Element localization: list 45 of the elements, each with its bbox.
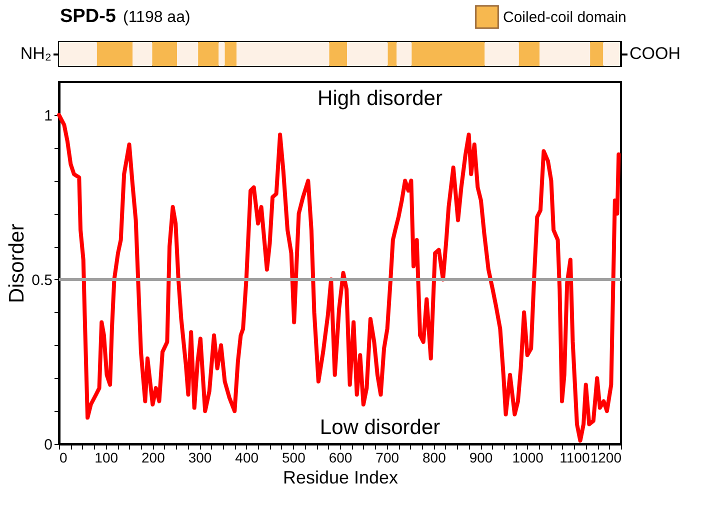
x-tick-label: 0 <box>60 450 68 466</box>
bar <box>388 42 397 66</box>
x-tick-label: 100 <box>94 450 118 466</box>
bar <box>198 42 219 66</box>
bar <box>177 42 198 66</box>
bar <box>347 42 388 66</box>
x-tick-label: 1100 <box>560 450 590 466</box>
bar <box>236 42 330 66</box>
x-tick-label: 200 <box>141 450 166 466</box>
y-tick-label: 1 <box>44 107 52 124</box>
bar <box>396 42 412 66</box>
y-tick-label: 0 <box>44 436 52 454</box>
x-tick-label: 900 <box>469 450 493 466</box>
x-tick-label: 500 <box>282 450 306 466</box>
chart-subtitle: (1198 aa) <box>123 9 190 26</box>
x-tick-label: 1200 <box>590 450 622 466</box>
bar <box>590 42 604 66</box>
line-series <box>57 112 621 443</box>
x-tick-label: 700 <box>376 450 400 466</box>
x-tick-label: 400 <box>235 450 259 466</box>
y-axis-title: Disorder <box>6 224 29 304</box>
bar <box>218 42 225 66</box>
x-tick-label: 1000 <box>512 450 544 466</box>
x-tick-label: 600 <box>328 450 352 466</box>
bar <box>484 42 519 66</box>
x-tick-label: 800 <box>422 450 446 466</box>
bar <box>603 42 620 66</box>
bar <box>132 42 152 66</box>
annotation: High disorder <box>318 87 442 110</box>
bar <box>412 42 485 66</box>
bar <box>96 42 133 66</box>
y-tick-label: 0.5 <box>32 272 52 289</box>
legend-label: Coiled-coil domain <box>503 9 626 26</box>
bar <box>329 42 348 66</box>
bar <box>540 42 590 66</box>
bar <box>59 42 97 66</box>
bar <box>152 42 178 66</box>
x-axis-title: Residue Index <box>282 468 398 488</box>
chart-title: SPD-5 <box>60 6 116 27</box>
bar <box>518 42 540 66</box>
annotation: Low disorder <box>320 416 440 439</box>
text: COOH <box>630 44 680 63</box>
text: NH₂ <box>20 44 52 63</box>
bar <box>224 42 236 66</box>
x-tick-label: 300 <box>188 450 212 466</box>
